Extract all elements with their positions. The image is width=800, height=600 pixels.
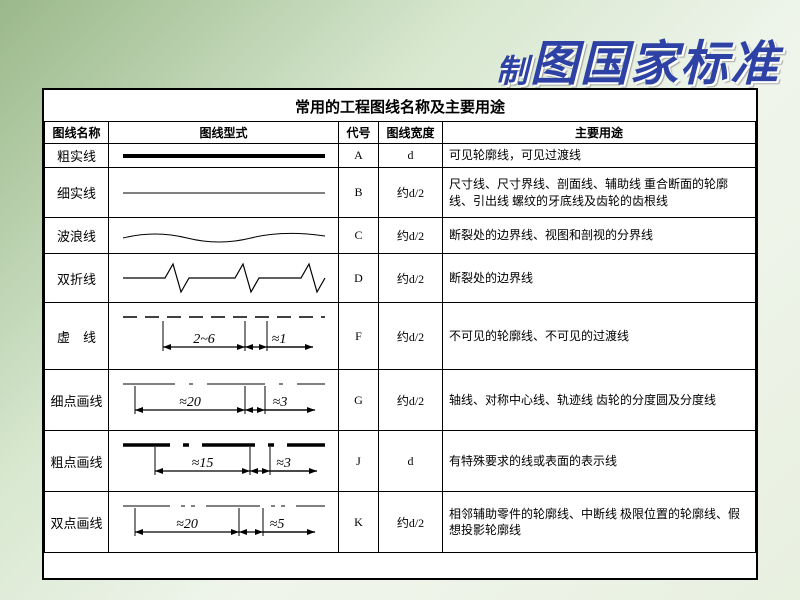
hdr-style: 图线型式 <box>109 122 339 144</box>
cell-style: ≈20 ≈3 <box>109 370 339 431</box>
cell-code: D <box>339 254 379 303</box>
svg-text:≈5: ≈5 <box>270 517 285 532</box>
hdr-usage: 主要用途 <box>443 122 756 144</box>
table-row: 双折线 D 约d/2 断裂处的边界线 <box>45 254 756 303</box>
cell-style <box>109 254 339 303</box>
banner-main: 图国家标准 <box>530 38 780 91</box>
cell-code: A <box>339 144 379 168</box>
cell-usage: 有特殊要求的线或表面的表示线 <box>443 431 756 492</box>
banner-small: 制 <box>496 53 530 89</box>
cell-width: 约d/2 <box>379 168 443 218</box>
svg-text:≈20: ≈20 <box>179 395 201 410</box>
cell-style: ≈15 ≈3 <box>109 431 339 492</box>
cell-style <box>109 168 339 218</box>
cell-usage: 轴线、对称中心线、轨迹线 齿轮的分度圆及分度线 <box>443 370 756 431</box>
cell-name: 双折线 <box>45 254 109 303</box>
hdr-name: 图线名称 <box>45 122 109 144</box>
cell-width: d <box>379 431 443 492</box>
cell-width: 约d/2 <box>379 218 443 254</box>
cell-width: 约d/2 <box>379 370 443 431</box>
cell-code: B <box>339 168 379 218</box>
cell-style: 2~6 ≈1 <box>109 303 339 370</box>
cell-code: K <box>339 492 379 553</box>
cell-name: 双点画线 <box>45 492 109 553</box>
table-row: 细实线 B 约d/2 尺寸线、尺寸界线、剖面线、辅助线 重合断面的轮廓线、引出线… <box>45 168 756 218</box>
cell-usage: 断裂处的边界线 <box>443 254 756 303</box>
table-row: 粗点画线 ≈15 ≈3 J d 有特殊要求的线或表面的表示线 <box>45 431 756 492</box>
svg-text:≈15: ≈15 <box>192 456 214 471</box>
cell-width: d <box>379 144 443 168</box>
table-title: 常用的工程图线名称及主要用途 <box>44 90 756 121</box>
table-row: 波浪线 C 约d/2 断裂处的边界线、视图和剖视的分界线 <box>45 218 756 254</box>
cell-usage: 尺寸线、尺寸界线、剖面线、辅助线 重合断面的轮廓线、引出线 螺纹的牙底线及齿轮的… <box>443 168 756 218</box>
table-row: 双点画线 ≈20 ≈5 K 约d/2 相邻辅助零件的轮廓线、中断线 极限位置的轮… <box>45 492 756 553</box>
cell-name: 粗点画线 <box>45 431 109 492</box>
cell-usage: 断裂处的边界线、视图和剖视的分界线 <box>443 218 756 254</box>
cell-code: J <box>339 431 379 492</box>
svg-text:≈3: ≈3 <box>273 395 288 410</box>
cell-code: G <box>339 370 379 431</box>
cell-style <box>109 218 339 254</box>
cell-usage: 可见轮廓线，可见过渡线 <box>443 144 756 168</box>
hdr-code: 代号 <box>339 122 379 144</box>
cell-name: 虚 线 <box>45 303 109 370</box>
cell-code: F <box>339 303 379 370</box>
cell-name: 细实线 <box>45 168 109 218</box>
cell-name: 细点画线 <box>45 370 109 431</box>
line-table: 图线名称 图线型式 代号 图线宽度 主要用途 粗实线 A d 可见轮廓线，可见过… <box>44 121 756 553</box>
cell-width: 约d/2 <box>379 492 443 553</box>
cell-code: C <box>339 218 379 254</box>
page-banner: 制图国家标准 <box>496 24 780 94</box>
svg-text:≈1: ≈1 <box>272 332 287 347</box>
table-row: 细点画线 ≈20 ≈3 G 约d/2 轴线、对称中心线、轨迹线 齿轮的分度圆及分… <box>45 370 756 431</box>
cell-usage: 不可见的轮廓线、不可见的过渡线 <box>443 303 756 370</box>
table-card: 常用的工程图线名称及主要用途 图线名称 图线型式 代号 图线宽度 主要用途 粗实… <box>42 88 758 580</box>
svg-text:≈20: ≈20 <box>176 517 198 532</box>
cell-usage: 相邻辅助零件的轮廓线、中断线 极限位置的轮廓线、假想投影轮廓线 <box>443 492 756 553</box>
cell-style <box>109 144 339 168</box>
svg-text:≈3: ≈3 <box>276 456 291 471</box>
table-row: 虚 线 2~6 ≈1 F 约d/2 不可见的轮廓线、不可见的过渡线 <box>45 303 756 370</box>
cell-width: 约d/2 <box>379 254 443 303</box>
svg-text:2~6: 2~6 <box>193 332 215 347</box>
table-header-row: 图线名称 图线型式 代号 图线宽度 主要用途 <box>45 122 756 144</box>
cell-style: ≈20 ≈5 <box>109 492 339 553</box>
cell-width: 约d/2 <box>379 303 443 370</box>
cell-name: 粗实线 <box>45 144 109 168</box>
cell-name: 波浪线 <box>45 218 109 254</box>
hdr-width: 图线宽度 <box>379 122 443 144</box>
table-row: 粗实线 A d 可见轮廓线，可见过渡线 <box>45 144 756 168</box>
